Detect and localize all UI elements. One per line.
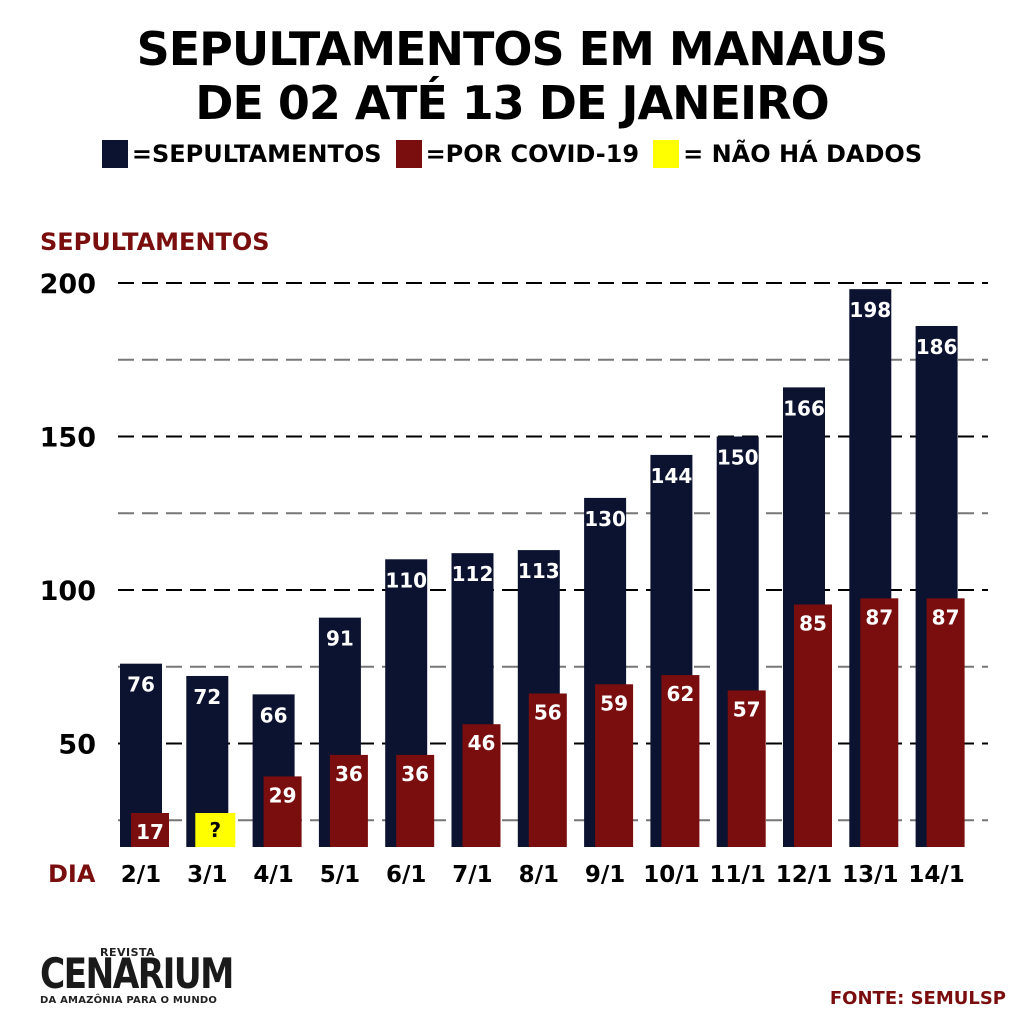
data-label-sepultamentos: 130 [584, 507, 626, 531]
data-label-covid: 59 [600, 691, 628, 715]
x-tick-label: 12/1 [776, 862, 832, 888]
bar-covid [462, 724, 501, 847]
data-label-covid: 85 [799, 611, 827, 635]
data-label-sepultamentos: 166 [783, 396, 825, 420]
logo-small-text: REVISTA [100, 946, 156, 959]
y-axis-label: SEPULTAMENTOS [40, 228, 270, 256]
data-label-covid: 17 [136, 820, 164, 844]
logo-tagline: DA AMAZÔNIA PARA O MUNDO [40, 995, 218, 1006]
x-tick-label: 9/1 [585, 862, 625, 888]
data-label-covid: 36 [335, 762, 363, 786]
legend-label-covid: =POR COVID-19 [425, 140, 640, 168]
x-tick-label: 10/1 [643, 862, 699, 888]
data-label-sepultamentos: 150 [717, 446, 759, 470]
data-label-covid: 87 [932, 605, 960, 629]
legend-label-no-data: = NÃO HÁ DADOS [683, 140, 923, 168]
x-axis-label: DIA [48, 860, 96, 888]
bar-covid [396, 754, 435, 847]
data-label-covid: 62 [666, 682, 694, 706]
x-tick-label: 13/1 [842, 862, 898, 888]
bar-covid [860, 598, 899, 847]
y-tick-label: 50 [58, 730, 96, 761]
bar-covid [131, 813, 169, 847]
y-tick-label: 150 [40, 423, 96, 454]
bar-chart: 50 100 150 200 76 17 2/1 72? 3/1 66 29 4/1 91 36 5/1 11… [40, 269, 988, 888]
x-tick-label: 6/1 [386, 862, 426, 888]
bar-no-data [195, 813, 236, 847]
data-label-sepultamentos: 113 [518, 559, 560, 583]
data-label-sepultamentos: 110 [385, 568, 427, 592]
x-tick-label: 8/1 [519, 862, 559, 888]
data-label-covid: 29 [269, 783, 297, 807]
data-label-sepultamentos: 112 [452, 562, 494, 586]
data-label-sepultamentos: 72 [193, 685, 221, 709]
page-title-line-2: DE 02 ATÉ 13 DE JANEIRO [195, 76, 829, 130]
data-label-sepultamentos: 91 [326, 627, 354, 651]
data-label-covid: 56 [534, 701, 562, 725]
data-label-covid: 57 [733, 697, 761, 721]
logo-main-text: CENARIUM [40, 949, 234, 998]
y-tick-label: 100 [40, 576, 96, 607]
source-credit: FONTE: SEMULSP [829, 988, 1006, 1009]
bar-covid [794, 604, 832, 847]
legend-label-sepultamentos: =SEPULTAMENTOS [131, 140, 382, 168]
data-label-sepultamentos: 186 [916, 335, 958, 359]
bar-covid [727, 690, 766, 847]
bar-covid [661, 675, 700, 847]
page-title-line-1: SEPULTAMENTOS EM MANAUS [136, 22, 889, 76]
data-label-covid: 46 [468, 731, 496, 755]
x-tick-label: 7/1 [452, 862, 492, 888]
legend-swatch-sepultamentos [101, 140, 128, 168]
bar-covid [329, 754, 368, 847]
legend-item-covid: =POR COVID-19 [395, 140, 640, 168]
data-label-no-data: ? [209, 818, 221, 842]
data-label-covid: 36 [401, 762, 429, 786]
x-tick-label: 5/1 [320, 862, 360, 888]
data-label-sepultamentos: 198 [849, 298, 891, 322]
x-tick-label: 2/1 [121, 862, 161, 888]
data-label-sepultamentos: 76 [127, 673, 155, 697]
bar-covid [926, 598, 965, 847]
x-tick-label: 3/1 [187, 862, 227, 888]
legend-item-sepultamentos: =SEPULTAMENTOS [101, 140, 382, 168]
x-tick-label: 4/1 [253, 862, 293, 888]
cenarium-logo: REVISTA CENARIUM DA AMAZÔNIA PARA O MUND… [40, 946, 234, 1010]
bar-covid [263, 776, 302, 847]
bar-covid [595, 684, 634, 847]
legend-item-no-data: = NÃO HÁ DADOS [653, 140, 922, 168]
y-tick-label: 200 [40, 269, 96, 300]
x-tick-label: 11/1 [709, 862, 765, 888]
bar-covid [528, 693, 567, 847]
legend-swatch-covid [395, 140, 422, 168]
legend: =SEPULTAMENTOS =POR COVID-19 = NÃO HÁ DA… [0, 140, 1024, 168]
data-label-sepultamentos: 66 [260, 703, 288, 727]
data-label-covid: 87 [865, 605, 893, 629]
x-tick-label: 14/1 [908, 862, 964, 888]
legend-swatch-no-data [653, 140, 680, 168]
data-label-sepultamentos: 144 [651, 464, 693, 488]
